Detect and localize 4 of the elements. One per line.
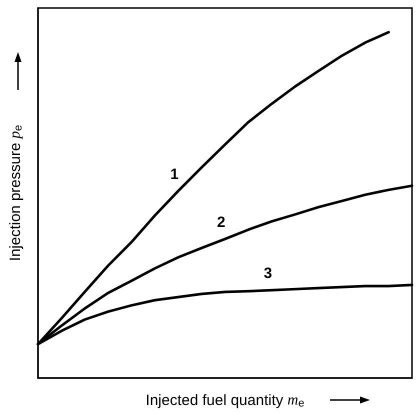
series-label: 2 [217,214,226,231]
series-label: 3 [264,265,272,282]
y-axis-title: Injection pressure pe [7,124,24,262]
series-label: 1 [170,166,179,183]
